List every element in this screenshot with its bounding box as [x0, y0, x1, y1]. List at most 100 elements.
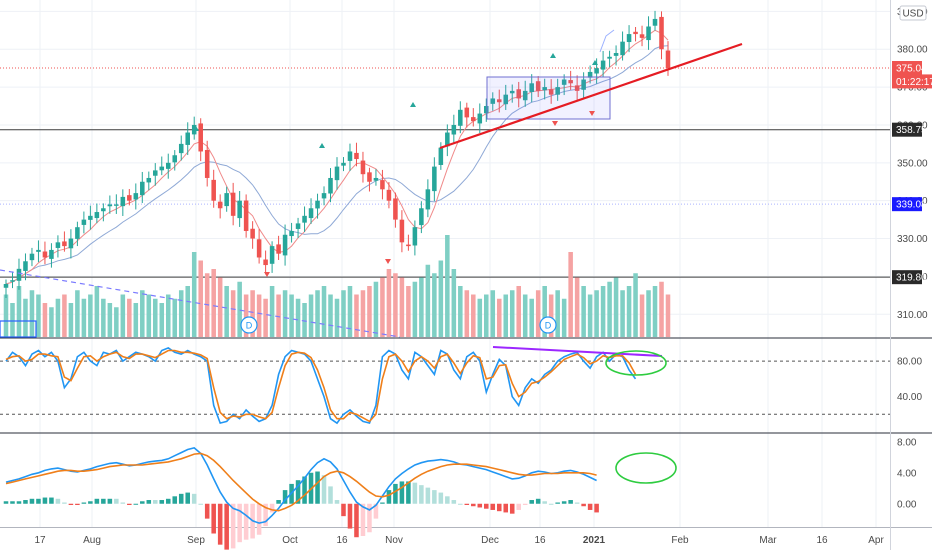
candle[interactable]	[165, 162, 171, 169]
candle[interactable]	[665, 50, 671, 69]
candle[interactable]	[276, 244, 281, 254]
candle[interactable]	[367, 172, 372, 182]
candle[interactable]	[334, 166, 340, 181]
candle[interactable]	[594, 68, 599, 74]
candle[interactable]	[133, 193, 139, 200]
candle[interactable]	[42, 251, 48, 258]
candle[interactable]	[224, 193, 229, 207]
candle[interactable]	[185, 132, 190, 145]
candle[interactable]	[308, 208, 314, 219]
dividend-marker[interactable]	[539, 316, 557, 334]
dividend-marker[interactable]	[240, 316, 258, 334]
candle[interactable]	[535, 81, 541, 91]
candle[interactable]	[263, 259, 268, 266]
candle[interactable]	[555, 87, 560, 95]
candle[interactable]	[626, 34, 632, 43]
candle[interactable]	[464, 107, 470, 118]
candle[interactable]	[49, 249, 54, 259]
candle[interactable]	[458, 109, 463, 126]
candle[interactable]	[412, 227, 418, 246]
candle[interactable]	[548, 89, 554, 95]
candle[interactable]	[620, 41, 625, 56]
candle[interactable]	[509, 90, 515, 94]
candle[interactable]	[393, 198, 398, 220]
candle[interactable]	[529, 83, 534, 93]
candle[interactable]	[68, 238, 74, 249]
candle[interactable]	[81, 219, 87, 225]
candle[interactable]	[243, 200, 249, 231]
candle[interactable]	[445, 132, 450, 147]
candle[interactable]	[250, 228, 255, 239]
candle[interactable]	[211, 179, 216, 201]
candle[interactable]	[399, 219, 405, 243]
candle[interactable]	[496, 99, 502, 103]
candle[interactable]	[3, 283, 9, 288]
candle[interactable]	[471, 117, 476, 122]
candle[interactable]	[561, 79, 567, 85]
candle[interactable]	[652, 18, 658, 26]
candle[interactable]	[140, 181, 145, 196]
candle[interactable]	[347, 151, 353, 161]
candle[interactable]	[10, 280, 15, 282]
candle[interactable]	[62, 241, 67, 247]
candle[interactable]	[419, 208, 424, 226]
candle[interactable]	[127, 195, 132, 201]
candle[interactable]	[373, 177, 379, 181]
candle[interactable]	[477, 113, 483, 124]
candle[interactable]	[302, 215, 307, 223]
candle[interactable]	[204, 149, 210, 178]
candle[interactable]	[328, 177, 333, 194]
candle[interactable]	[341, 162, 346, 166]
candle[interactable]	[94, 212, 100, 219]
candle[interactable]	[386, 189, 392, 201]
candle[interactable]	[581, 79, 586, 90]
candle[interactable]	[600, 60, 606, 70]
candle[interactable]	[315, 200, 320, 209]
candle[interactable]	[406, 244, 411, 247]
candle[interactable]	[230, 192, 236, 216]
candle[interactable]	[120, 196, 126, 207]
candle[interactable]	[146, 177, 152, 183]
candle[interactable]	[425, 189, 431, 210]
candle[interactable]	[633, 31, 638, 35]
candle[interactable]	[256, 239, 262, 258]
candle[interactable]	[16, 268, 22, 281]
candle[interactable]	[75, 227, 80, 239]
candle[interactable]	[101, 208, 106, 212]
candle[interactable]	[659, 16, 664, 50]
candle[interactable]	[153, 170, 158, 176]
candle[interactable]	[542, 87, 547, 91]
candle[interactable]	[613, 53, 619, 56]
candle[interactable]	[380, 180, 385, 190]
candle[interactable]	[29, 253, 35, 261]
candle[interactable]	[88, 215, 93, 220]
candle[interactable]	[114, 204, 119, 206]
candle[interactable]	[522, 90, 528, 101]
candle[interactable]	[432, 166, 437, 192]
candle[interactable]	[646, 26, 651, 41]
candle[interactable]	[490, 98, 496, 104]
candle[interactable]	[484, 106, 489, 114]
candle[interactable]	[159, 166, 165, 171]
candle[interactable]	[269, 246, 275, 264]
candle[interactable]	[36, 249, 41, 252]
candle[interactable]	[237, 200, 242, 219]
candle[interactable]	[516, 89, 521, 99]
candle[interactable]	[607, 56, 612, 59]
candle[interactable]	[107, 204, 113, 207]
candle[interactable]	[503, 94, 509, 105]
candle[interactable]	[639, 34, 645, 38]
candle[interactable]	[295, 223, 301, 229]
candle[interactable]	[438, 147, 444, 165]
candle[interactable]	[217, 201, 223, 209]
candle[interactable]	[282, 234, 288, 256]
candle[interactable]	[23, 261, 28, 271]
candle[interactable]	[172, 155, 178, 163]
candle[interactable]	[587, 71, 593, 78]
candle[interactable]	[574, 85, 580, 91]
candle[interactable]	[360, 160, 366, 175]
candle[interactable]	[198, 123, 203, 152]
currency-box[interactable]	[899, 5, 927, 21]
